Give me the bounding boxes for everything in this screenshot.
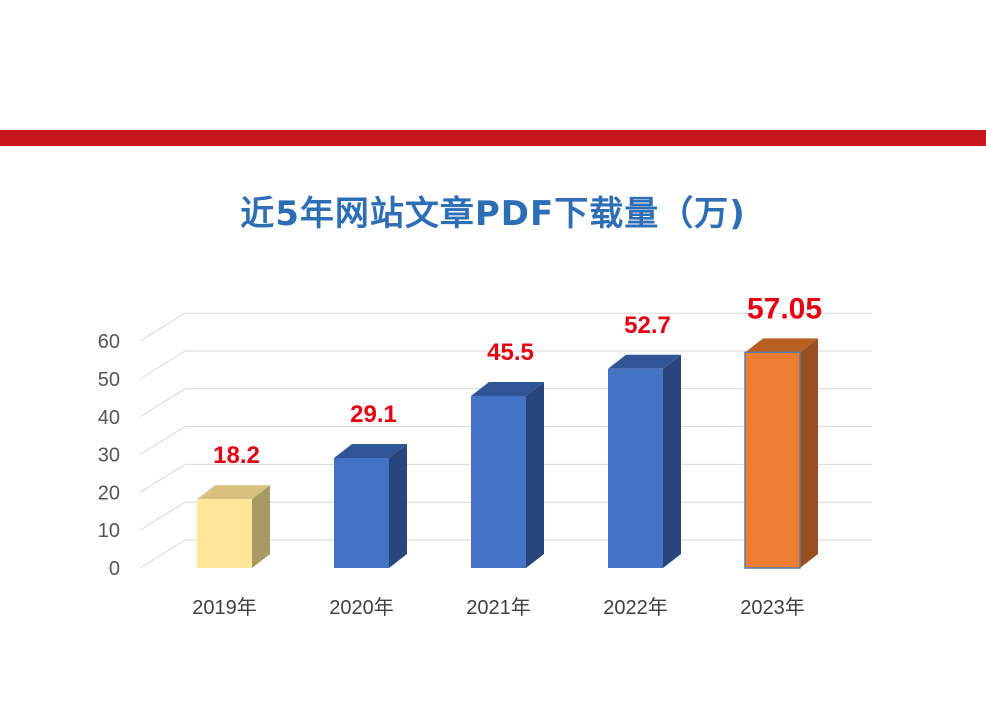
data-label: 29.1 bbox=[350, 401, 397, 428]
x-tick-label: 2019年 bbox=[192, 596, 257, 619]
bar-side bbox=[800, 338, 818, 568]
data-label: 57.05 bbox=[747, 292, 822, 325]
x-tick-label: 2022年 bbox=[603, 596, 668, 619]
bar-top bbox=[197, 485, 270, 500]
bar-top bbox=[745, 338, 818, 353]
bar-top bbox=[471, 382, 544, 397]
y-tick-label: 60 bbox=[98, 331, 120, 353]
data-label: 18.2 bbox=[213, 442, 260, 469]
data-label: 52.7 bbox=[624, 312, 671, 339]
x-tick-label: 2023年 bbox=[740, 596, 805, 619]
data-label: 45.5 bbox=[487, 339, 534, 366]
y-tick-label: 10 bbox=[98, 520, 120, 542]
y-tick-label: 50 bbox=[98, 369, 120, 391]
gridline bbox=[139, 312, 872, 342]
y-tick-label: 40 bbox=[98, 407, 120, 429]
bar-side bbox=[252, 485, 270, 568]
bar-top bbox=[334, 444, 407, 459]
bar-side bbox=[526, 382, 544, 568]
bar bbox=[608, 368, 663, 568]
bar bbox=[471, 396, 526, 568]
y-tick-label: 30 bbox=[98, 445, 120, 467]
y-tick-label: 0 bbox=[109, 558, 120, 580]
y-tick-label: 20 bbox=[98, 482, 120, 504]
bar-side bbox=[663, 354, 681, 568]
bar-side bbox=[389, 444, 407, 568]
chart-title: 近5年网站文章PDF下载量（万) bbox=[240, 194, 746, 234]
x-tick-label: 2020年 bbox=[329, 596, 394, 619]
x-tick-label: 2021年 bbox=[466, 596, 531, 619]
bar bbox=[334, 458, 389, 568]
bar bbox=[744, 351, 801, 569]
bar-top bbox=[608, 354, 681, 369]
bar bbox=[197, 499, 252, 568]
gridline bbox=[139, 350, 872, 380]
header-accent-band bbox=[0, 130, 986, 146]
